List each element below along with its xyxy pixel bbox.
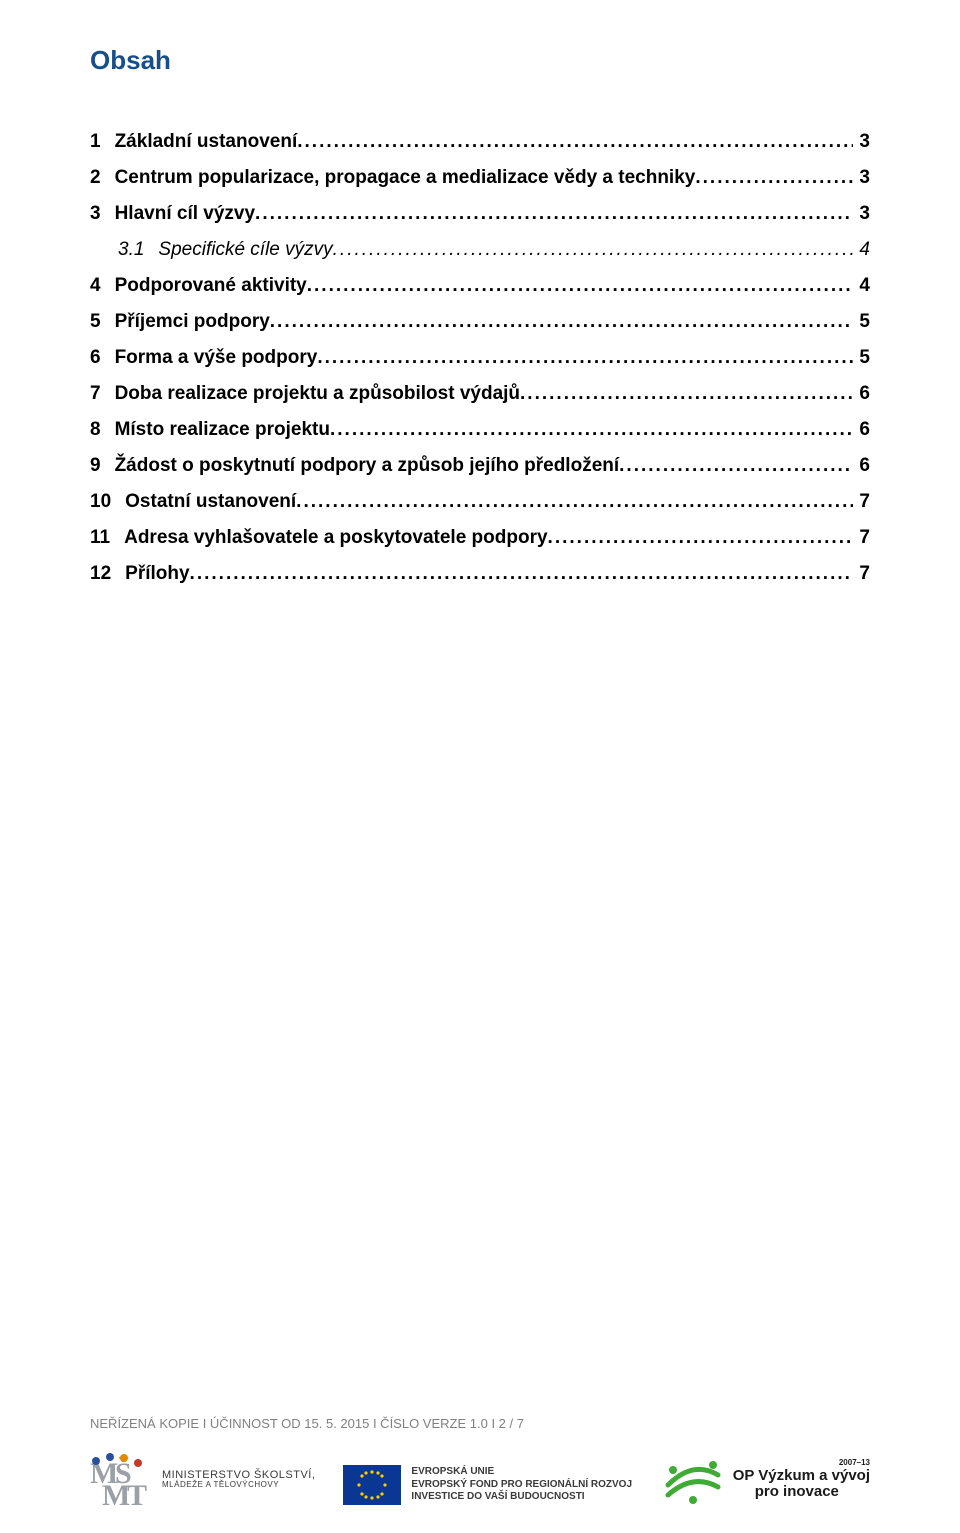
eu-line1: EVROPSKÁ UNIE <box>411 1466 632 1479</box>
toc-page-number: 5 <box>853 311 870 333</box>
toc-row: 8Místo realizace projektu 6 <box>90 419 870 441</box>
page-title: Obsah <box>90 45 870 76</box>
toc-label: Forma a výše podpory <box>115 347 318 369</box>
eu-line2: EVROPSKÝ FOND PRO REGIONÁLNÍ ROZVOJ <box>411 1479 632 1492</box>
toc-number: 5 <box>90 311 115 333</box>
toc-page-number: 5 <box>853 347 870 369</box>
toc-row: 4Podporované aktivity4 <box>90 275 870 297</box>
op-line2: pro inovace <box>733 1484 839 1501</box>
toc-leader-dots <box>270 311 854 333</box>
toc-row: 1Základní ustanovení 3 <box>90 131 870 153</box>
toc-page-number: 6 <box>853 383 870 405</box>
toc-leader-dots <box>330 419 853 441</box>
toc-row: 10Ostatní ustanovení 7 <box>90 491 870 513</box>
toc-label: Specifické cíle výzvy <box>158 239 332 261</box>
toc-label: Doba realizace projektu a způsobilost vý… <box>115 383 520 405</box>
logo-op: 2007–13 OP Výzkum a vývoj pro inovace <box>663 1455 870 1505</box>
toc-label: Příjemci podpory <box>115 311 270 333</box>
toc-label: Přílohy <box>125 563 189 585</box>
toc-row: 12Přílohy 7 <box>90 563 870 585</box>
table-of-contents: 1Základní ustanovení32Centrum populariza… <box>90 131 870 585</box>
toc-leader-dots <box>297 131 853 153</box>
logo-eu: EVROPSKÁ UNIE EVROPSKÝ FOND PRO REGIONÁL… <box>343 1465 632 1505</box>
page-footer: NEŘÍZENÁ KOPIE I ÚČINNOST OD 15. 5. 2015… <box>90 1416 870 1505</box>
toc-number: 8 <box>90 419 115 441</box>
toc-number: 11 <box>90 527 124 549</box>
toc-number: 3 <box>90 203 115 225</box>
toc-label: Hlavní cíl výzvy <box>115 203 255 225</box>
toc-number: 6 <box>90 347 115 369</box>
toc-number: 4 <box>90 275 115 297</box>
toc-leader-dots <box>190 563 854 585</box>
toc-number: 7 <box>90 383 115 405</box>
logo-msmt: M Š M T MINISTERSTVO ŠKOLSTVÍ, MLÁDEŽE A… <box>90 1453 315 1505</box>
toc-label: Základní ustanovení <box>115 131 298 153</box>
toc-page-number: 6 <box>853 455 870 477</box>
toc-page-number: 6 <box>853 419 870 441</box>
toc-label: Podporované aktivity <box>115 275 307 297</box>
toc-row: 3Hlavní cíl výzvy3 <box>90 203 870 225</box>
toc-page-number: 7 <box>853 563 870 585</box>
toc-page-number: 4 <box>853 239 870 261</box>
toc-number: 2 <box>90 167 115 189</box>
toc-row: 9Žádost o poskytnutí podpory a způsob je… <box>90 455 870 477</box>
toc-leader-dots <box>296 491 853 513</box>
svg-text:T: T <box>127 1479 147 1505</box>
toc-leader-dots <box>333 239 854 261</box>
footer-text: NEŘÍZENÁ KOPIE I ÚČINNOST OD 15. 5. 2015… <box>90 1416 870 1431</box>
toc-page-number: 3 <box>853 203 870 225</box>
toc-number: 10 <box>90 491 125 513</box>
toc-number: 3.1 <box>90 239 158 261</box>
eu-flag-icon <box>343 1465 401 1505</box>
toc-leader-dots <box>317 347 853 369</box>
toc-label: Adresa vyhlašovatele a poskytovatele pod… <box>124 527 547 549</box>
op-line1: OP Výzkum a vývoj <box>733 1468 870 1485</box>
footer-logos: M Š M T MINISTERSTVO ŠKOLSTVÍ, MLÁDEŽE A… <box>90 1453 870 1505</box>
op-icon <box>663 1455 723 1505</box>
toc-label: Žádost o poskytnutí podpory a způsob jej… <box>115 455 620 477</box>
toc-row: 6Forma a výše podpory 5 <box>90 347 870 369</box>
toc-row: 2Centrum popularizace, propagace a media… <box>90 167 870 189</box>
toc-label: Ostatní ustanovení <box>125 491 296 513</box>
toc-label: Centrum popularizace, propagace a medial… <box>115 167 696 189</box>
msmt-line2: MLÁDEŽE A TĚLOVÝCHOVY <box>162 1481 315 1490</box>
toc-page-number: 4 <box>853 275 870 297</box>
toc-row: 7Doba realizace projektu a způsobilost v… <box>90 383 870 405</box>
toc-leader-dots <box>520 383 853 405</box>
toc-page-number: 3 <box>853 131 870 153</box>
toc-page-number: 3 <box>853 167 870 189</box>
eu-line3: INVESTICE DO VAŠÍ BUDOUCNOSTI <box>411 1491 632 1504</box>
toc-leader-dots <box>619 455 853 477</box>
toc-number: 1 <box>90 131 115 153</box>
toc-row: 5Příjemci podpory5 <box>90 311 870 333</box>
toc-leader-dots <box>695 167 853 189</box>
toc-number: 9 <box>90 455 115 477</box>
msmt-icon: M Š M T <box>90 1453 152 1505</box>
toc-page-number: 7 <box>853 491 870 513</box>
msmt-line1: MINISTERSTVO ŠKOLSTVÍ, <box>162 1469 315 1481</box>
toc-leader-dots <box>255 203 853 225</box>
toc-row: 11Adresa vyhlašovatele a poskytovatele p… <box>90 527 870 549</box>
toc-page-number: 7 <box>853 527 870 549</box>
toc-leader-dots <box>307 275 854 297</box>
toc-leader-dots <box>548 527 854 549</box>
toc-number: 12 <box>90 563 125 585</box>
toc-row: 3.1Specifické cíle výzvy 4 <box>90 239 870 261</box>
toc-label: Místo realizace projektu <box>115 419 330 441</box>
